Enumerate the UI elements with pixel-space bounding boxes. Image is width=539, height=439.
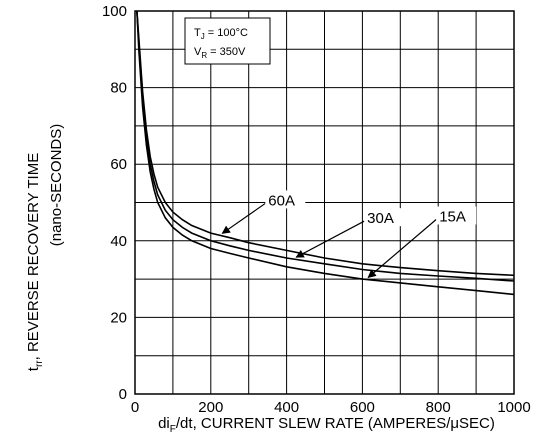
annotation-bg (436, 206, 477, 225)
curves (136, 11, 514, 296)
y-tick-label: 0 (119, 386, 127, 403)
curve-annotations: 60A 30A 15A (221, 190, 477, 279)
y-tick-labels: 0 20 40 60 80 100 (102, 3, 127, 403)
x-tick-label: 800 (426, 399, 451, 416)
plot-frame (134, 10, 515, 395)
conditions-box: TJ = 100°C VR = 350V (184, 17, 271, 65)
series-line-60A (136, 11, 514, 277)
x-axis-label: diF/dt, CURRENT SLEW RATE (AMPERES/μSEC) (158, 415, 495, 435)
condition-vr: VR = 350V (194, 46, 246, 60)
y-tick-label: 40 (110, 233, 127, 250)
x-tick-label: 200 (198, 399, 223, 416)
annotation-label-15A: 15A (439, 208, 466, 225)
series-line-30A (136, 11, 514, 282)
x-tick-label: 600 (350, 399, 375, 416)
x-tick-label: 1000 (497, 399, 530, 416)
annotation-bg (265, 190, 306, 209)
y-tick-label: 60 (110, 156, 127, 173)
grid (135, 11, 514, 394)
x-tick-labels: 0 200 400 600 800 1000 (131, 399, 531, 416)
y-axis-label: trr, REVERSE RECOVERY TIME (25, 153, 45, 371)
annotation-arrow-60A (221, 202, 266, 234)
annotation-bg (364, 208, 405, 227)
annotation-arrow-15A (367, 219, 437, 279)
y-tick-label: 20 (110, 309, 127, 326)
annotation-label-30A: 30A (367, 210, 394, 227)
y-tick-label: 80 (110, 80, 127, 97)
annotation-label-60A: 60A (268, 192, 295, 209)
condition-tj: TJ = 100°C (194, 27, 248, 41)
y-axis-label-units: (nano-SECONDS) (48, 124, 65, 247)
y-tick-label: 100 (102, 3, 127, 20)
series-line-15A (136, 11, 514, 296)
x-tick-label: 0 (131, 399, 139, 416)
annotation-arrow-30A (295, 220, 365, 258)
x-tick-label: 400 (274, 399, 299, 416)
